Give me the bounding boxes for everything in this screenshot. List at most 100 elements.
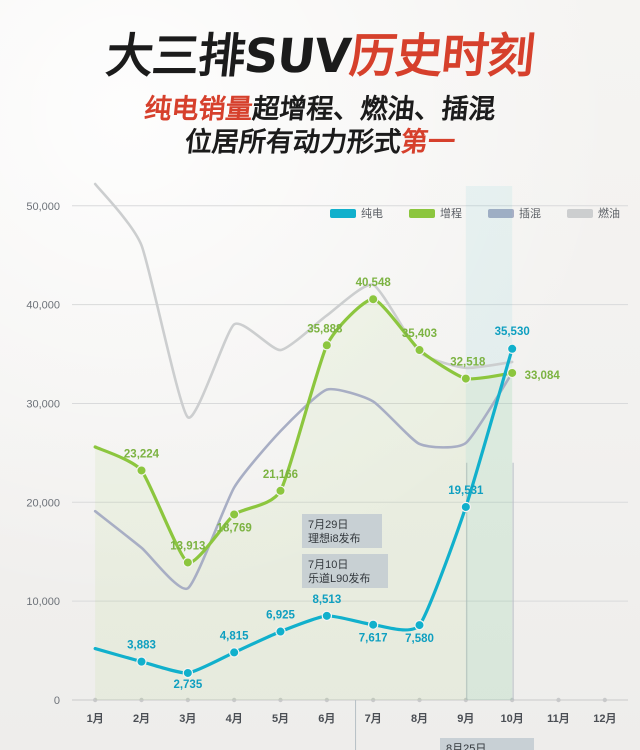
anno-m8-ev: 8月25日M8纯电版上市 <box>440 738 534 750</box>
x-axis-tick-mark <box>417 697 422 703</box>
y-axis-tick-label: 10,000 <box>26 596 60 608</box>
legend-swatch-icon <box>409 208 435 218</box>
data-label-增程-10月: 33,084 <box>525 370 561 382</box>
legend-swatch-icon <box>330 208 356 218</box>
data-point-增程-4月[interactable] <box>228 509 240 520</box>
title-main-red: 历史时刻 <box>346 29 537 84</box>
y-axis-tick-label: 50,000 <box>26 201 60 213</box>
legend-label: 纯电 <box>361 208 383 220</box>
annotation-background <box>302 554 388 588</box>
annotation-text: 理想i8发布 <box>308 531 361 545</box>
line-series-增程 <box>93 297 514 565</box>
x-axis-tick-label: 3月 <box>179 712 196 725</box>
page-title: 大三排SUV历史时刻 <box>0 29 640 84</box>
x-axis-tick-label: 11月 <box>547 712 570 725</box>
x-axis-tick-label: 8月 <box>411 712 428 725</box>
data-label-纯电-8月: 7,580 <box>405 633 434 645</box>
data-label-纯电-4月: 4,815 <box>220 630 249 642</box>
legend-item-纯电[interactable]: 纯电 <box>330 205 383 221</box>
data-label-增程-7月: 40,548 <box>356 277 392 289</box>
y-axis-tick-label: 40,000 <box>26 300 60 312</box>
legend-item-插混[interactable]: 插混 <box>488 205 541 221</box>
x-axis-tick-label: 4月 <box>226 712 243 725</box>
data-point-增程-7月[interactable] <box>367 293 379 305</box>
subtitle-line1-black: 超增程、燃油、插混 <box>250 94 498 125</box>
data-point-纯电-7月[interactable] <box>367 619 379 630</box>
data-point-增程-5月[interactable] <box>275 485 286 496</box>
subtitle-line2-black: 位居所有动力形式 <box>183 127 403 158</box>
x-axis-tick-label: 2月 <box>133 712 150 725</box>
subtitle-line-1: 纯电销量超增程、燃油、插混 <box>0 94 640 125</box>
x-axis-tick-label: 6月 <box>318 712 335 725</box>
highlight-band <box>465 186 513 700</box>
data-point-纯电-2月[interactable] <box>136 656 147 667</box>
chart-area: 0 10,000 20,000 30,000 40,000 50,000 1月 2月 3月 4月 5… <box>0 178 640 750</box>
data-point-增程-9月[interactable] <box>460 373 472 384</box>
data-point-增程-8月[interactable] <box>414 344 425 356</box>
x-axis-tick-mark <box>556 697 561 703</box>
x-axis-tick-label: 7月 <box>365 712 382 725</box>
x-axis-tick-label: 5月 <box>272 712 289 725</box>
subtitle-line-2: 位居所有动力形式第一 <box>0 127 640 158</box>
x-axis-tick-mark <box>185 697 191 703</box>
annotation-date: 8月25日 <box>446 743 486 750</box>
data-point-增程-6月[interactable] <box>321 340 333 351</box>
chart-legend: 纯电 增程 插混 燃油 <box>330 205 620 221</box>
y-axis-tick-label: 30,000 <box>26 398 60 410</box>
annotation-date: 7月10日 <box>308 559 348 571</box>
legend-swatch-icon <box>567 208 593 218</box>
data-label-增程-5月: 21,166 <box>263 469 298 481</box>
data-label-纯电-10月: 35,530 <box>495 326 530 338</box>
data-label-增程-9月: 32,518 <box>450 357 486 369</box>
annotation-date: 7月29日 <box>308 519 348 531</box>
subtitle-line1-red: 纯电销量 <box>142 94 255 125</box>
legend-item-燃油[interactable]: 燃油 <box>567 205 620 221</box>
header: 大三排SUV历史时刻 纯电销量超增程、燃油、插混 位居所有动力形式第一 <box>0 0 640 178</box>
data-point-纯电-3月[interactable] <box>182 667 194 679</box>
data-label-纯电-6月: 8,513 <box>312 594 341 606</box>
line-chart: 0 10,000 20,000 30,000 40,000 50,000 1月 2月 3月 4月 5… <box>26 182 628 750</box>
data-label-增程-6月: 35,888 <box>307 323 343 335</box>
data-label-增程-2月: 23,224 <box>124 448 160 460</box>
data-label-纯电-3月: 2,735 <box>173 679 202 691</box>
subtitle-line2-red: 第一 <box>399 127 457 158</box>
x-axis-tick-label: 10月 <box>501 712 524 725</box>
line-series-插混 <box>93 371 514 590</box>
x-axis-tick-mark <box>231 697 237 703</box>
data-point-增程-2月[interactable] <box>136 465 147 476</box>
legend-label: 燃油 <box>598 208 620 220</box>
x-axis-tick-mark <box>602 697 608 703</box>
annotation-background <box>440 738 534 750</box>
legend-swatch-icon <box>488 208 514 218</box>
data-point-纯电-6月[interactable] <box>321 610 333 622</box>
y-axis-tick-label: 0 <box>54 695 60 707</box>
legend-label: 插混 <box>519 208 541 220</box>
annotation-text: 乐道L90发布 <box>308 571 370 585</box>
data-label-纯电-7月: 7,617 <box>359 633 388 645</box>
data-point-纯电-4月[interactable] <box>228 647 240 658</box>
data-label-增程-4月: 18,769 <box>217 522 252 534</box>
data-point-纯电-10月[interactable] <box>506 343 518 354</box>
data-point-纯电-9月[interactable] <box>460 501 472 513</box>
legend-item-增程[interactable]: 增程 <box>409 205 462 221</box>
y-axis-tick-label: 20,000 <box>26 497 60 509</box>
x-axis-tick-label: 1月 <box>87 712 104 725</box>
data-point-纯电-5月[interactable] <box>275 626 286 637</box>
x-axis-tick-mark <box>370 697 376 703</box>
data-label-纯电-5月: 6,925 <box>266 610 295 622</box>
title-main-black: 大三排SUV <box>103 29 353 84</box>
area-fill-zengcheng <box>95 299 513 700</box>
data-point-纯电-8月[interactable] <box>414 619 425 631</box>
x-axis-tick-mark <box>278 697 283 703</box>
data-point-增程-3月[interactable] <box>182 557 194 568</box>
annotation-background <box>302 514 382 548</box>
data-label-增程-3月: 13,913 <box>170 540 205 552</box>
x-axis-tick-mark <box>324 697 330 703</box>
data-label-纯电-9月: 19,531 <box>448 485 484 497</box>
data-point-增程-10月[interactable] <box>506 367 518 379</box>
legend-label: 增程 <box>440 208 462 220</box>
x-axis-tick-label: 12月 <box>593 712 616 725</box>
data-label-增程-8月: 35,403 <box>402 328 437 340</box>
